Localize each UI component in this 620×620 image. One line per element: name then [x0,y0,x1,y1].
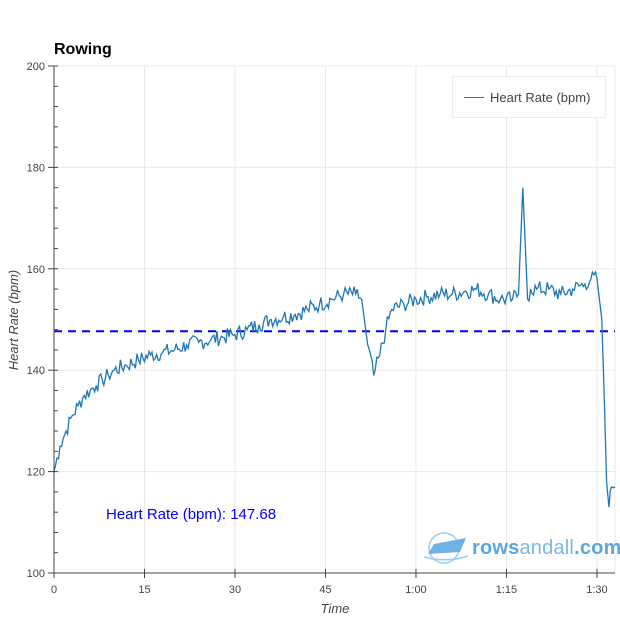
legend-line-swatch-icon [464,96,484,98]
y-tick-label: 120 [27,467,45,479]
axes: 100 120 140 160 180 200 0 15 30 45 1:00 1:15 1:30 [27,61,615,596]
y-tick-label: 100 [27,568,45,580]
watermark-prefix: rows [472,536,520,559]
x-tick-label: 1:15 [496,584,517,596]
legend[interactable]: Heart Rate (bpm) [452,76,606,118]
chart-title: Rowing [54,41,112,58]
watermark-logo: rowsandall.com [420,530,620,566]
x-tick-label: 1:30 [586,584,607,596]
y-tick-label: 200 [27,61,45,73]
watermark-tld: .com [574,536,620,559]
x-axis-label: Time [321,601,350,616]
x-tick-label: 0 [51,584,57,596]
watermark-middle: andall [519,536,575,559]
average-annotation: Heart Rate (bpm): 147.68 [106,506,277,523]
y-tick-label: 180 [27,162,45,174]
heart-rate-line [53,187,616,508]
x-tick-label: 1:00 [405,584,426,596]
legend-label: Heart Rate (bpm) [490,89,591,105]
x-tick-label: 30 [229,584,241,596]
x-tick-label: 15 [138,584,150,596]
y-tick-label: 140 [27,365,45,377]
rowing-boat-logo-icon [423,532,469,564]
grid-lines [54,65,616,573]
y-tick-label: 160 [27,264,45,276]
x-tick-label: 45 [319,584,331,596]
y-axis-label: Heart Rate (bpm) [6,270,21,370]
